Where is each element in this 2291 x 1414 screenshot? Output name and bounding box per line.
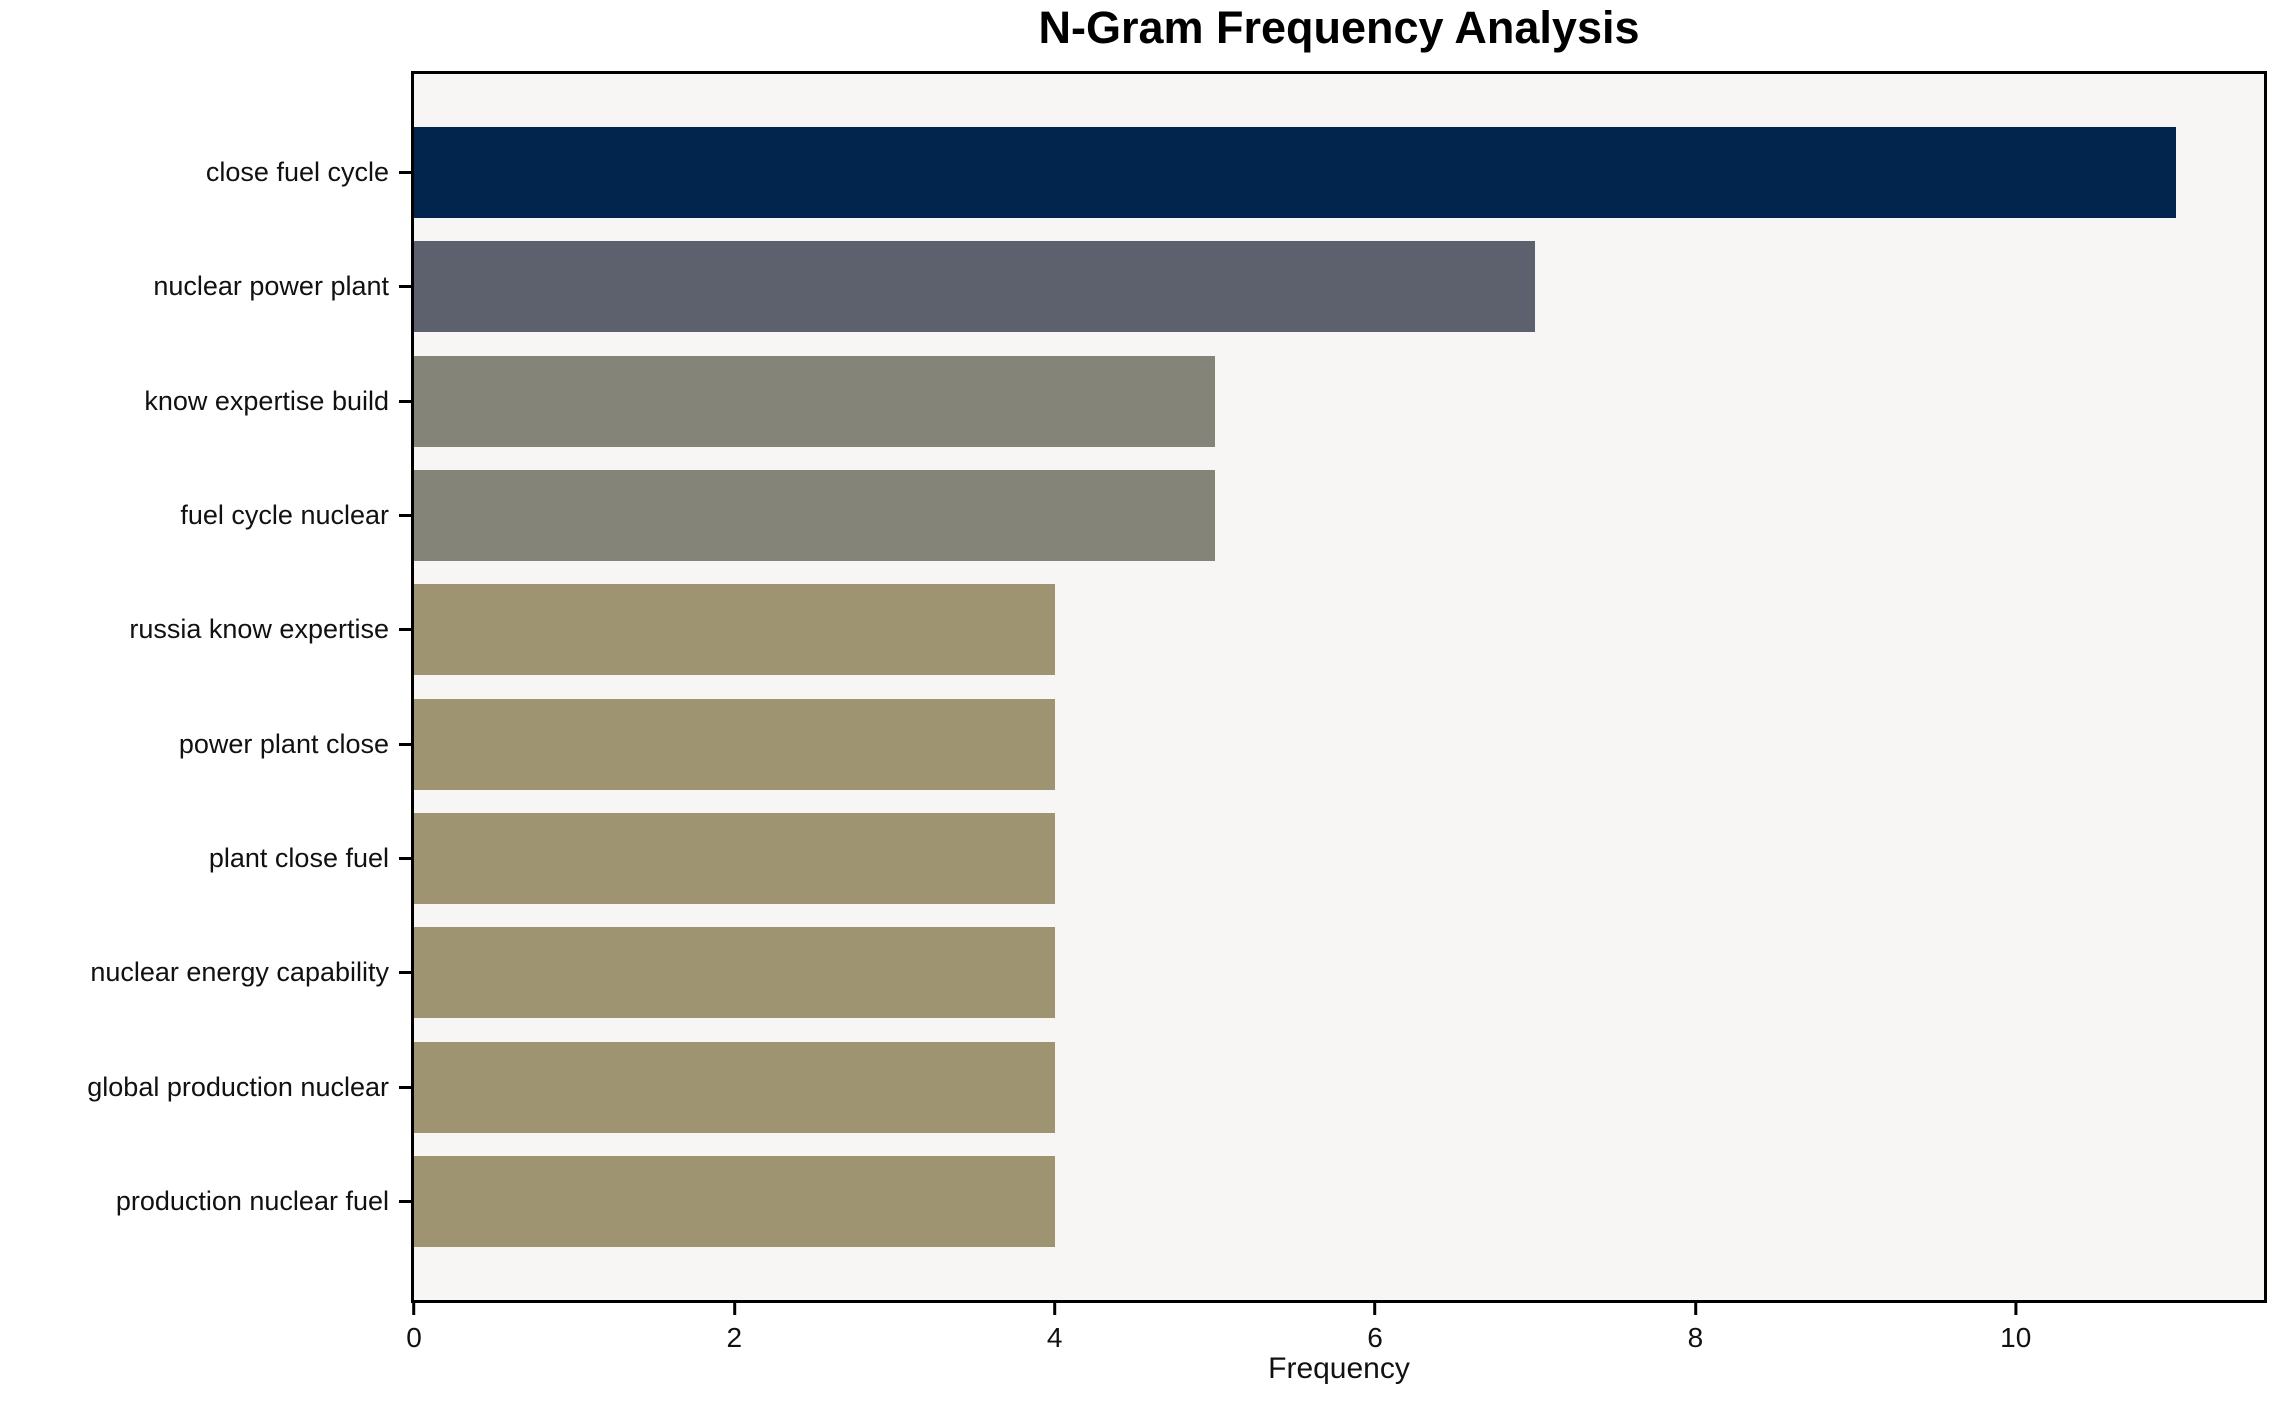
x-tick-mark xyxy=(2014,1303,2018,1315)
y-tick-mark xyxy=(399,399,411,403)
x-tick-label: 8 xyxy=(1687,1322,1704,1353)
bar xyxy=(414,241,1536,333)
y-tick-mark xyxy=(399,171,411,174)
y-tick-mark xyxy=(399,742,411,746)
bar xyxy=(414,469,1215,561)
bar xyxy=(414,1155,1055,1247)
x-tick-label: 4 xyxy=(1046,1322,1063,1353)
x-tick: 0 xyxy=(406,1303,422,1354)
y-tick-label: plant close fuel xyxy=(208,842,389,873)
y-tick-mark xyxy=(399,971,411,975)
x-axis: 0 2 4 6 8 10 xyxy=(406,1303,2264,1363)
y-tick-label: power plant close xyxy=(178,728,389,759)
x-tick-mark xyxy=(1373,1303,1377,1315)
y-tick-label: close fuel cycle xyxy=(205,157,389,187)
x-tick: 8 xyxy=(1687,1303,1704,1354)
y-label-row: fuel cycle nuclear xyxy=(0,470,411,561)
y-label-row: power plant close xyxy=(0,699,411,790)
bar-row xyxy=(414,241,2264,333)
bar xyxy=(414,698,1055,790)
x-tick: 6 xyxy=(1367,1303,1383,1354)
x-tick: 2 xyxy=(726,1303,743,1354)
y-tick-label: fuel cycle nuclear xyxy=(180,499,389,530)
x-tick-mark xyxy=(1693,1303,1697,1315)
y-tick-mark xyxy=(399,1199,411,1203)
y-label-row: plant close fuel xyxy=(0,813,411,904)
y-label-row: global production nuclear xyxy=(0,1042,411,1133)
plot-area xyxy=(411,71,2267,1303)
bar xyxy=(414,584,1055,676)
y-label-row: russia know expertise xyxy=(0,584,411,675)
bar-row xyxy=(414,812,2264,904)
bar-row xyxy=(414,927,2264,1019)
y-axis-labels: close fuel cycle nuclear power plant know … xyxy=(0,74,411,1300)
x-tick: 4 xyxy=(1046,1303,1063,1354)
y-label-row: know expertise build xyxy=(0,356,411,447)
x-tick-label: 2 xyxy=(726,1322,743,1353)
y-tick-label: russia know expertise xyxy=(129,614,389,645)
bar xyxy=(414,355,1215,447)
bar-row xyxy=(414,1155,2264,1247)
bar-row xyxy=(414,469,2264,561)
bar xyxy=(414,1041,1055,1133)
y-tick-mark xyxy=(399,628,411,632)
y-label-row: nuclear energy capability xyxy=(0,927,411,1018)
y-tick-mark xyxy=(399,285,411,289)
x-tick-mark xyxy=(412,1303,416,1315)
x-tick-mark xyxy=(1053,1303,1057,1315)
y-label-row: nuclear power plant xyxy=(0,241,411,332)
y-tick-label: nuclear power plant xyxy=(153,271,389,302)
bar-row xyxy=(414,127,2264,218)
y-tick-mark xyxy=(399,513,411,517)
bar xyxy=(414,812,1055,904)
chart-title: N-Gram Frequency Analysis xyxy=(1038,2,1640,53)
x-tick-label: 0 xyxy=(406,1322,422,1353)
y-tick-label: know expertise build xyxy=(144,385,389,416)
y-tick-label: global production nuclear xyxy=(87,1071,389,1102)
bar-row xyxy=(414,698,2264,790)
y-label-row: production nuclear fuel xyxy=(0,1156,411,1247)
x-tick: 10 xyxy=(2000,1303,2031,1354)
x-axis-title: Frequency xyxy=(1268,1352,1410,1385)
y-tick-label: nuclear energy capability xyxy=(90,957,389,988)
y-tick-mark xyxy=(399,856,411,860)
y-label-row: close fuel cycle xyxy=(0,127,411,218)
bars xyxy=(414,74,2264,1300)
bar xyxy=(414,927,1055,1019)
x-tick-label: 10 xyxy=(2000,1322,2032,1353)
y-tick-mark xyxy=(399,1085,411,1089)
bar-row xyxy=(414,1041,2264,1133)
x-tick-mark xyxy=(732,1303,736,1315)
x-tick-label: 6 xyxy=(1367,1322,1383,1353)
bar-row xyxy=(414,355,2264,447)
y-tick-label: production nuclear fuel xyxy=(115,1185,389,1216)
bar-row xyxy=(414,584,2264,676)
bar xyxy=(414,127,2176,218)
